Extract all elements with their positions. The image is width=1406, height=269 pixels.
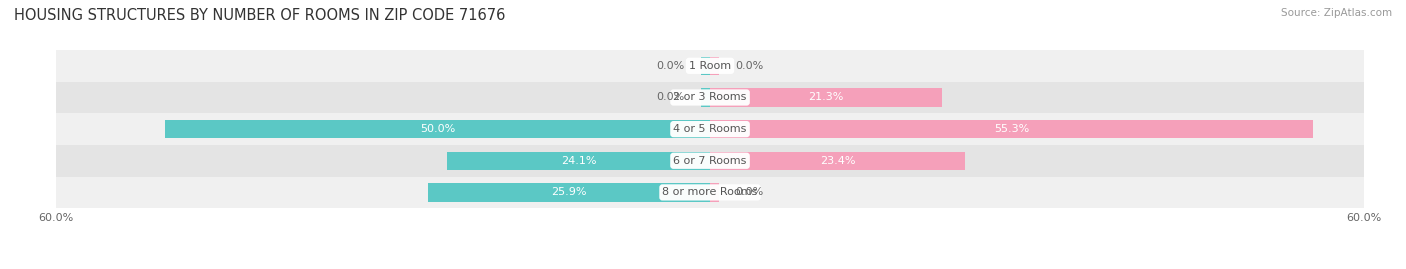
Bar bbox=[166, 120, 710, 138]
Text: 0.0%: 0.0% bbox=[735, 187, 763, 197]
Bar bbox=[427, 183, 710, 201]
Text: 0.0%: 0.0% bbox=[735, 61, 763, 71]
Bar bbox=[56, 113, 1364, 145]
Bar bbox=[710, 152, 965, 170]
Bar bbox=[447, 152, 710, 170]
Bar bbox=[702, 57, 710, 75]
Bar bbox=[710, 57, 718, 75]
Text: 25.9%: 25.9% bbox=[551, 187, 586, 197]
Text: 0.0%: 0.0% bbox=[657, 93, 685, 102]
Text: 1 Room: 1 Room bbox=[689, 61, 731, 71]
Text: HOUSING STRUCTURES BY NUMBER OF ROOMS IN ZIP CODE 71676: HOUSING STRUCTURES BY NUMBER OF ROOMS IN… bbox=[14, 8, 505, 23]
Bar bbox=[710, 88, 942, 107]
Bar bbox=[56, 145, 1364, 176]
Text: 24.1%: 24.1% bbox=[561, 156, 596, 166]
Text: Source: ZipAtlas.com: Source: ZipAtlas.com bbox=[1281, 8, 1392, 18]
Text: 4 or 5 Rooms: 4 or 5 Rooms bbox=[673, 124, 747, 134]
Text: 23.4%: 23.4% bbox=[820, 156, 855, 166]
Bar bbox=[710, 120, 1313, 138]
Text: 55.3%: 55.3% bbox=[994, 124, 1029, 134]
Text: 2 or 3 Rooms: 2 or 3 Rooms bbox=[673, 93, 747, 102]
Text: 21.3%: 21.3% bbox=[808, 93, 844, 102]
Text: 0.0%: 0.0% bbox=[657, 61, 685, 71]
Bar bbox=[56, 50, 1364, 82]
Bar bbox=[702, 88, 710, 107]
Text: 6 or 7 Rooms: 6 or 7 Rooms bbox=[673, 156, 747, 166]
Text: 50.0%: 50.0% bbox=[420, 124, 456, 134]
Bar bbox=[56, 82, 1364, 113]
Bar bbox=[710, 183, 718, 201]
Text: 8 or more Rooms: 8 or more Rooms bbox=[662, 187, 758, 197]
Bar bbox=[56, 176, 1364, 208]
